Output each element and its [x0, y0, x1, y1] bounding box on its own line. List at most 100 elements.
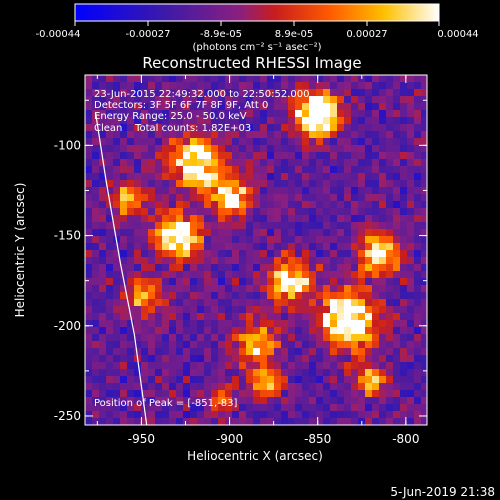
- heatmap-cell: [330, 229, 338, 237]
- heatmap-cell: [309, 327, 317, 335]
- heatmap-cell: [120, 215, 128, 223]
- heatmap-cell: [267, 215, 275, 223]
- heatmap-cell: [358, 257, 366, 265]
- heatmap-cell: [155, 145, 163, 153]
- heatmap-cell: [204, 96, 212, 104]
- heatmap-cell: [204, 327, 212, 335]
- heatmap-cell: [288, 173, 296, 181]
- heatmap-cell: [141, 243, 149, 251]
- heatmap-cell: [134, 117, 142, 125]
- heatmap-cell: [211, 348, 219, 356]
- heatmap-cell: [106, 194, 114, 202]
- heatmap-cell: [386, 348, 394, 356]
- heatmap-cell: [267, 159, 275, 167]
- heatmap-cell: [386, 194, 394, 202]
- heatmap-cell: [211, 124, 219, 132]
- heatmap-cell: [190, 180, 198, 188]
- heatmap-cell: [281, 411, 289, 419]
- heatmap-cell: [134, 362, 142, 370]
- heatmap-cell: [414, 404, 422, 412]
- x-tick-label: -850: [304, 432, 331, 446]
- heatmap-cell: [302, 103, 310, 111]
- heatmap-cell: [148, 89, 156, 97]
- heatmap-cell: [183, 187, 191, 195]
- heatmap-cell: [99, 138, 107, 146]
- heatmap-cell: [309, 285, 317, 293]
- heatmap-cell: [379, 117, 387, 125]
- heatmap-cell: [323, 299, 331, 307]
- heatmap-cell: [169, 243, 177, 251]
- heatmap-cell: [365, 278, 373, 286]
- heatmap-cell: [162, 208, 170, 216]
- heatmap-cell: [127, 327, 135, 335]
- heatmap-cell: [309, 187, 317, 195]
- heatmap-cell: [400, 278, 408, 286]
- heatmap-cell: [148, 117, 156, 125]
- heatmap-cell: [274, 208, 282, 216]
- heatmap-cell: [162, 390, 170, 398]
- heatmap-cell: [267, 418, 275, 425]
- heatmap-cell: [393, 334, 401, 342]
- heatmap-cell: [337, 299, 345, 307]
- heatmap-cell: [225, 138, 233, 146]
- heatmap-cell: [253, 187, 261, 195]
- heatmap-cell: [176, 390, 184, 398]
- heatmap-cell: [302, 215, 310, 223]
- heatmap-cell: [351, 404, 359, 412]
- heatmap-cell: [344, 348, 352, 356]
- heatmap-cell: [134, 96, 142, 104]
- heatmap-cell: [316, 369, 324, 377]
- heatmap-cell: [302, 89, 310, 97]
- heatmap-cell: [309, 103, 317, 111]
- heatmap-cell: [309, 75, 317, 83]
- heatmap-cell: [421, 166, 427, 174]
- heatmap-cell: [295, 313, 303, 321]
- heatmap-cell: [204, 236, 212, 244]
- heatmap-cell: [358, 313, 366, 321]
- heatmap-cell: [288, 236, 296, 244]
- heatmap-cell: [295, 404, 303, 412]
- heatmap-cell: [288, 411, 296, 419]
- heatmap-cell: [197, 376, 205, 384]
- heatmap-cell: [414, 201, 422, 209]
- heatmap-cell: [309, 306, 317, 314]
- heatmap-cell: [365, 96, 373, 104]
- heatmap-cell: [267, 271, 275, 279]
- heatmap-cell: [281, 306, 289, 314]
- heatmap-cell: [295, 355, 303, 363]
- heatmap-cell: [330, 110, 338, 118]
- heatmap-cell: [281, 362, 289, 370]
- heatmap-cell: [190, 369, 198, 377]
- heatmap-cell: [169, 397, 177, 405]
- heatmap-cell: [239, 334, 247, 342]
- heatmap-cell: [99, 215, 107, 223]
- heatmap-cell: [204, 306, 212, 314]
- heatmap-cell: [183, 362, 191, 370]
- heatmap-cell: [92, 166, 100, 174]
- heatmap-cell: [134, 271, 142, 279]
- heatmap-cell: [421, 257, 427, 265]
- heatmap-cell: [211, 313, 219, 321]
- heatmap-cell: [288, 117, 296, 125]
- heatmap-cell: [85, 110, 93, 118]
- heatmap-cell: [316, 341, 324, 349]
- heatmap-cell: [421, 404, 427, 412]
- heatmap-cell: [169, 208, 177, 216]
- heatmap-cell: [106, 187, 114, 195]
- heatmap-cell: [176, 103, 184, 111]
- heatmap-cell: [330, 250, 338, 258]
- heatmap-cell: [295, 96, 303, 104]
- heatmap-cell: [218, 208, 226, 216]
- heatmap-cell: [225, 82, 233, 90]
- heatmap-cell: [169, 271, 177, 279]
- heatmap-cell: [260, 383, 268, 391]
- heatmap-cell: [211, 145, 219, 153]
- heatmap-cell: [204, 82, 212, 90]
- heatmap-cell: [379, 96, 387, 104]
- heatmap-cell: [260, 208, 268, 216]
- heatmap-cell: [421, 180, 427, 188]
- heatmap-cell: [330, 187, 338, 195]
- heatmap-cell: [421, 341, 427, 349]
- heatmap-cell: [218, 250, 226, 258]
- heatmap-cell: [141, 299, 149, 307]
